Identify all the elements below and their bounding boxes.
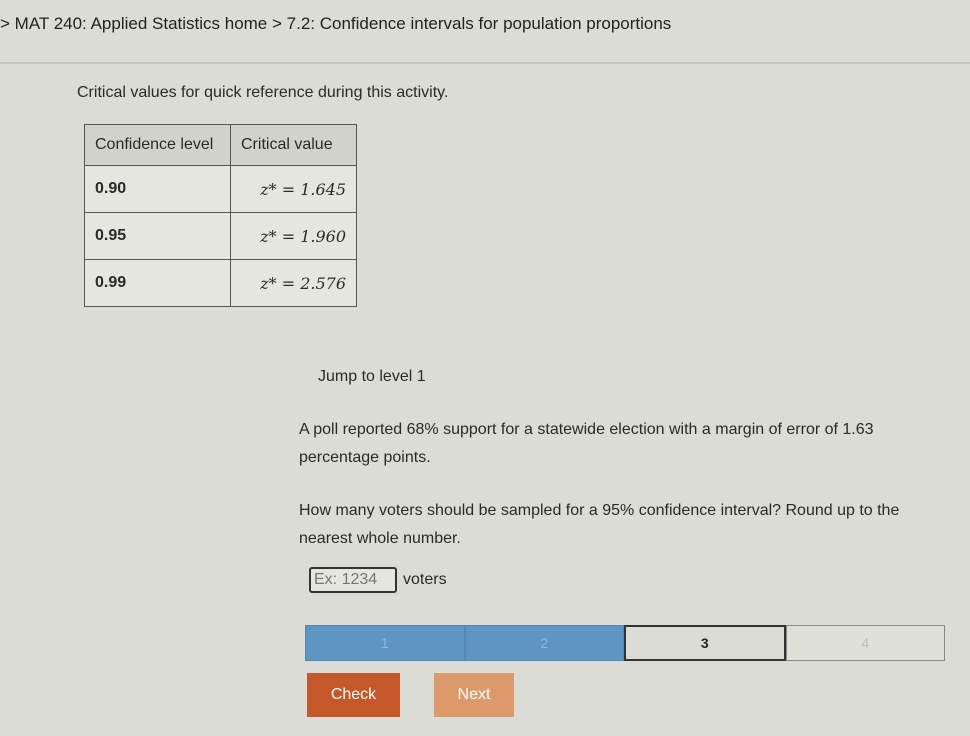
- breadcrumb-course[interactable]: MAT 240: Applied Statistics home: [14, 14, 268, 33]
- intro-text: Critical values for quick reference duri…: [77, 84, 449, 101]
- col-header: Critical value: [230, 124, 357, 166]
- col-header: Confidence level: [84, 124, 231, 166]
- jump-to-level[interactable]: Jump to level 1: [318, 368, 426, 385]
- breadcrumb: > MAT 240: Applied Statistics home > 7.2…: [0, 14, 671, 34]
- cell: z* = 2.576: [230, 259, 357, 307]
- answer-unit: voters: [403, 571, 447, 588]
- table-row: 0.95 z* = 1.960: [84, 212, 357, 260]
- level-3[interactable]: 3: [624, 625, 786, 661]
- breadcrumb-prefix: >: [0, 14, 15, 33]
- cell: 0.90: [84, 165, 231, 213]
- table-row: 0.99 z* = 2.576: [84, 259, 357, 307]
- level-1[interactable]: 1: [305, 625, 465, 661]
- divider: [0, 62, 970, 64]
- level-2[interactable]: 2: [464, 625, 624, 661]
- cell: 0.95: [84, 212, 231, 260]
- cell: z* = 1.645: [230, 165, 357, 213]
- breadcrumb-separator: >: [272, 14, 282, 33]
- answer-input[interactable]: [309, 567, 397, 593]
- next-button[interactable]: Next: [434, 673, 514, 717]
- level-progress: 1 2 3 4: [305, 625, 945, 661]
- question-text: A poll reported 68% support for a statew…: [299, 421, 874, 466]
- question-prompt: How many voters should be sampled for a …: [299, 502, 900, 547]
- breadcrumb-section: 7.2: Confidence intervals for population…: [286, 14, 672, 33]
- table-row: 0.90 z* = 1.645: [84, 165, 357, 213]
- critical-values-table: Confidence level Critical value 0.90 z* = …: [84, 124, 357, 307]
- cell: z* = 1.960: [230, 212, 357, 260]
- check-button[interactable]: Check: [307, 673, 400, 717]
- cell: 0.99: [84, 259, 231, 307]
- answer-row: voters: [309, 567, 447, 593]
- level-4[interactable]: 4: [785, 625, 945, 661]
